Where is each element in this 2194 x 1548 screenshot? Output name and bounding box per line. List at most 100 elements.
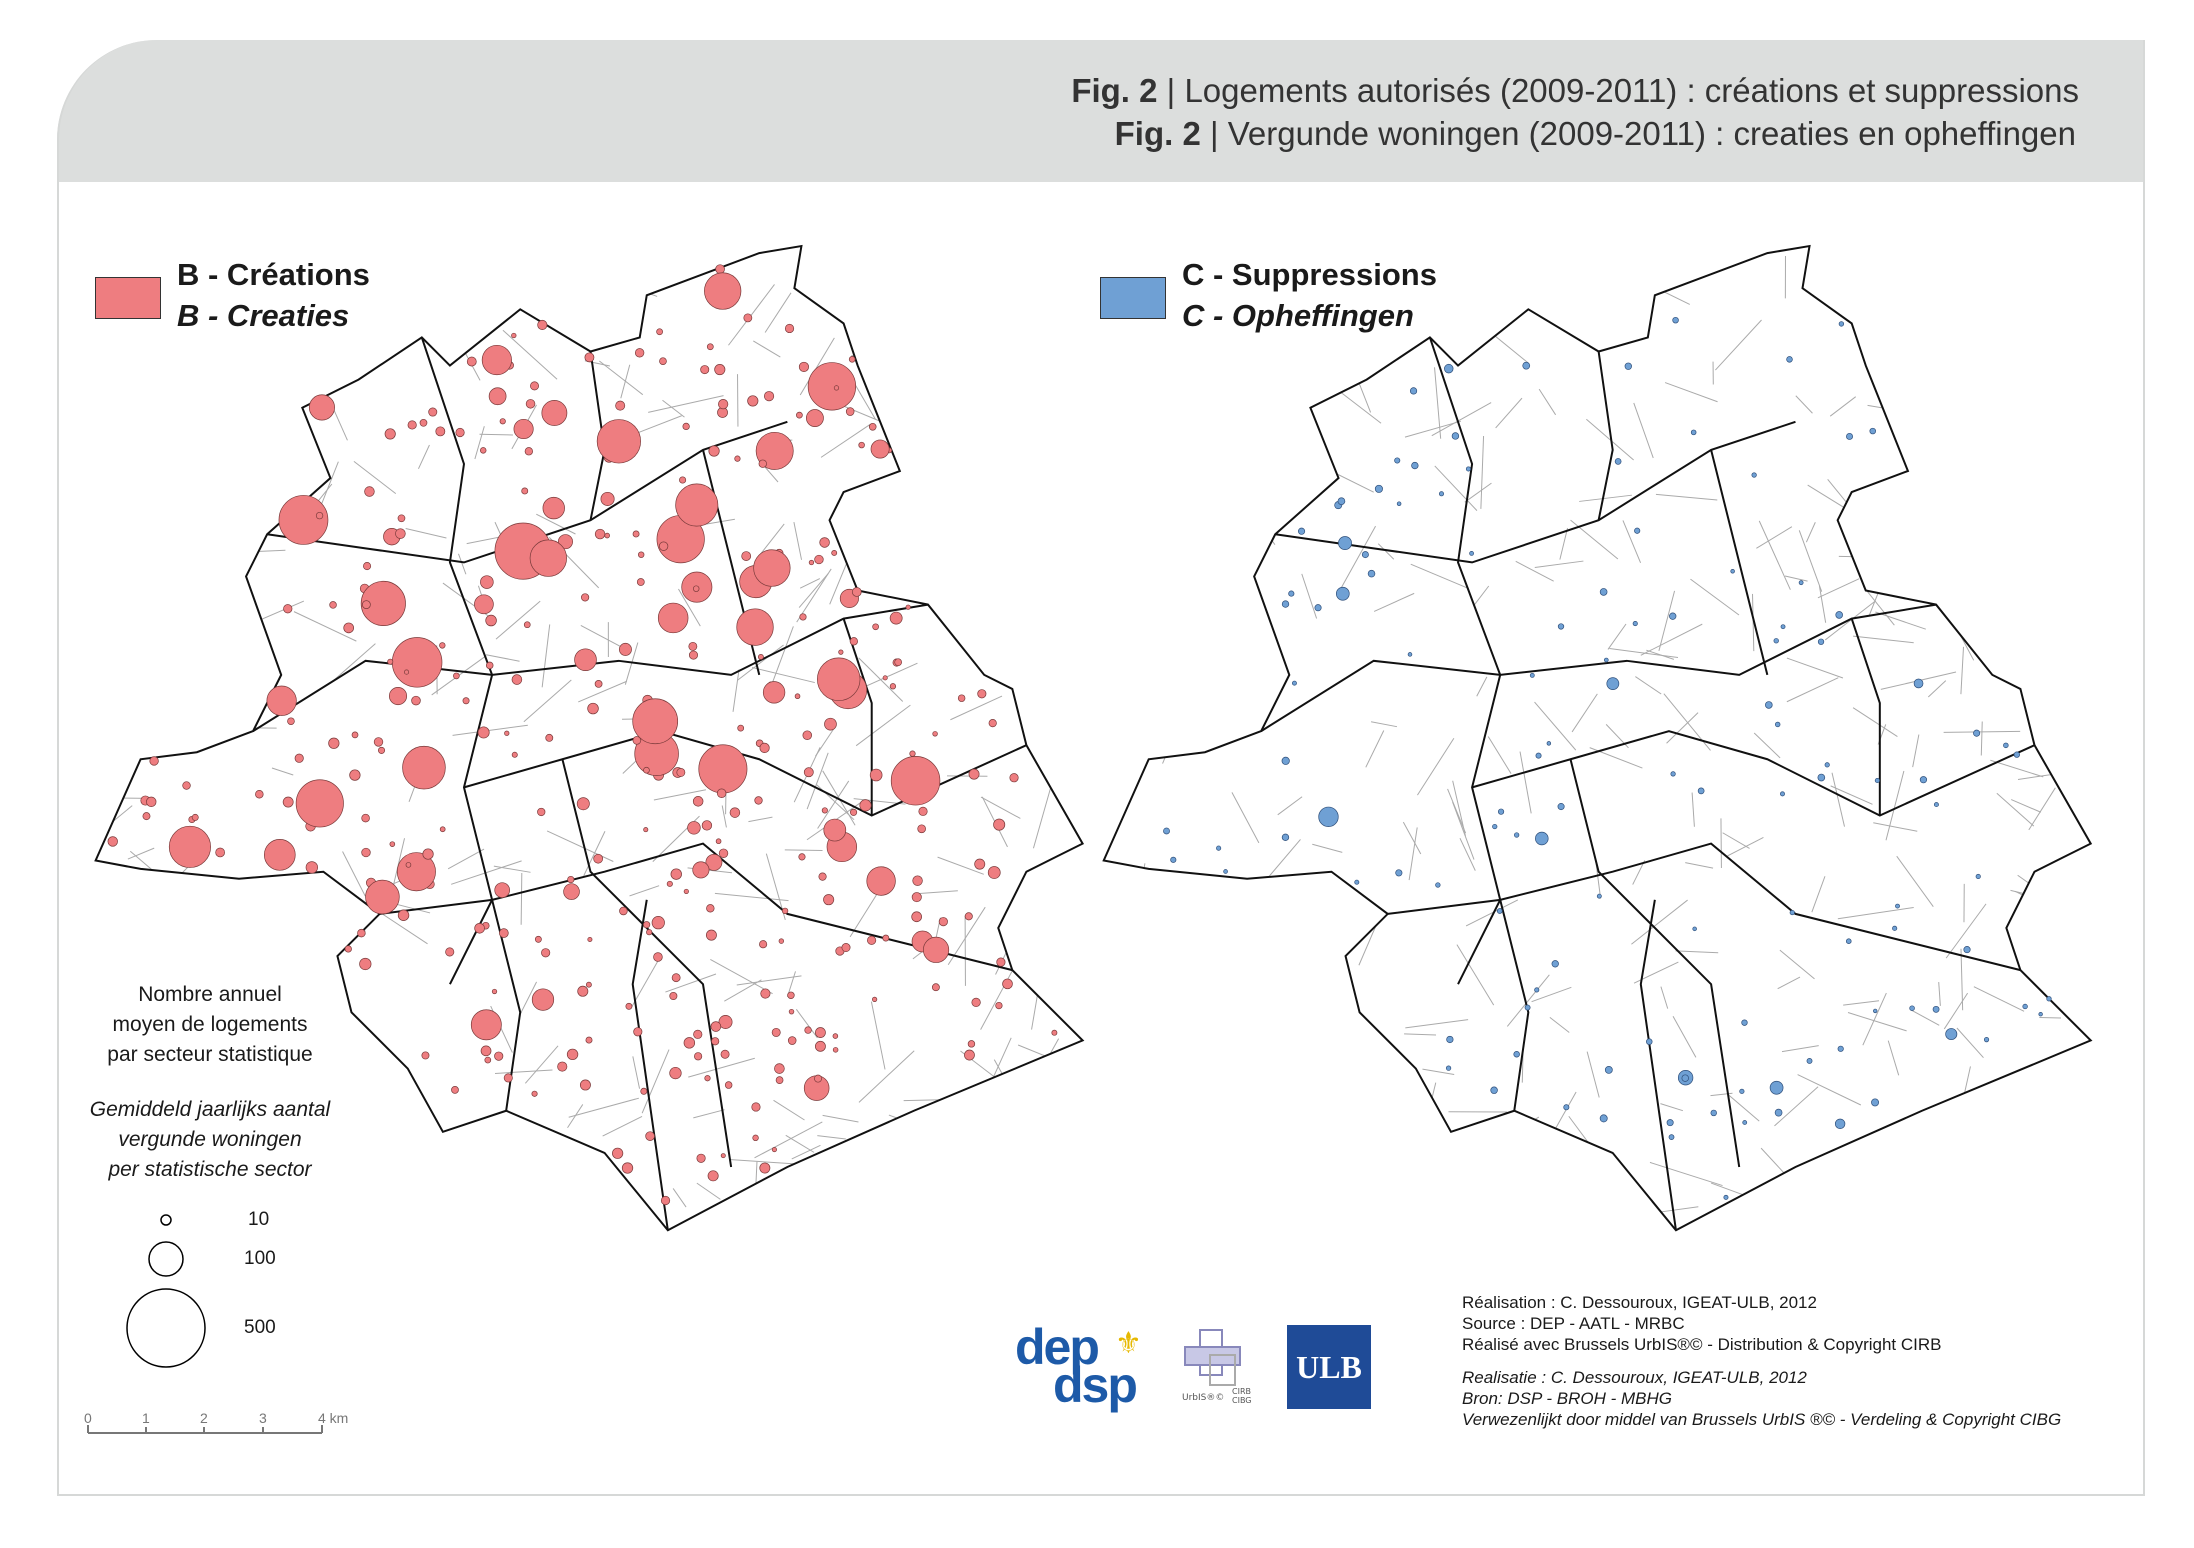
- sector-circle: [1681, 1074, 1689, 1082]
- sector-circle: [462, 697, 470, 705]
- sector-line: [830, 1199, 865, 1231]
- sector-circle: [796, 411, 803, 419]
- sector-circle: [541, 948, 551, 958]
- sector-circle: [1751, 472, 1757, 478]
- sector-circle: [823, 894, 835, 906]
- sector-line: [1910, 1009, 1940, 1026]
- sector-circle: [389, 841, 396, 847]
- sector-line: [1515, 560, 1554, 582]
- sector-line: [696, 1182, 721, 1200]
- sector-circle: [485, 661, 494, 670]
- sector-line: [1277, 1062, 1332, 1099]
- sector-line: [2071, 1099, 2091, 1136]
- sector-circle: [491, 988, 498, 995]
- sector-circle: [537, 807, 546, 817]
- sector-circle: [866, 866, 896, 896]
- sector-circle: [753, 549, 791, 587]
- commune-boundary: [1569, 758, 1741, 1168]
- sector-circle: [524, 447, 533, 456]
- sector-line: [1142, 731, 1176, 741]
- sector-circle: [1338, 536, 1352, 550]
- sector-circle: [1367, 569, 1376, 578]
- sector-circle: [1835, 611, 1843, 619]
- sector-line: [1887, 1040, 1900, 1076]
- sector-circle: [2046, 996, 2052, 1002]
- sector-line: [641, 1049, 670, 1114]
- sector-circle: [422, 848, 434, 860]
- sector-circle: [411, 695, 421, 706]
- sector-line: [1884, 1173, 1897, 1205]
- sector-line: [1000, 1106, 1037, 1113]
- sector-circle: [407, 420, 417, 430]
- sector-line: [1260, 1180, 1284, 1223]
- sector-line: [1781, 1045, 1819, 1053]
- sector-circle: [675, 483, 719, 527]
- sector-circle: [266, 685, 297, 716]
- sector-line: [1263, 839, 1301, 884]
- sector-line: [1319, 926, 1337, 947]
- sector-line: [2013, 385, 2081, 423]
- sector-line: [1996, 792, 2035, 827]
- sector-circle: [889, 611, 903, 625]
- sector-line: [458, 553, 467, 575]
- sector-line: [1242, 499, 1276, 546]
- sector-line: [1337, 525, 1377, 594]
- sector-line: [2042, 558, 2064, 567]
- sector-line: [1007, 1145, 1024, 1183]
- sector-circle: [1739, 1088, 1745, 1094]
- scale-label: 3: [259, 1410, 267, 1426]
- sector-circle: [1817, 638, 1825, 645]
- sector-line: [271, 767, 294, 776]
- sector-line: [1312, 843, 1343, 853]
- sector-line: [536, 513, 576, 535]
- sector-circle: [760, 988, 771, 999]
- sector-line: [1862, 992, 1887, 1046]
- sector-circle: [328, 737, 340, 749]
- sector-circle: [1002, 978, 1013, 990]
- sector-circle: [1337, 497, 1346, 506]
- sector-line: [1818, 585, 1827, 623]
- sector-line: [799, 337, 835, 396]
- sector-circle: [1529, 672, 1535, 678]
- sector-line: [1660, 986, 1669, 1009]
- credit-line: Realisatie : C. Dessouroux, IGEAT-ULB, 2…: [1462, 1368, 1807, 1387]
- sector-line: [1159, 1155, 1162, 1188]
- sector-circle: [1599, 588, 1608, 596]
- sector-line: [822, 1114, 859, 1123]
- sector-line: [1242, 683, 1277, 703]
- sector-circle: [305, 861, 318, 874]
- sector-line: [1301, 573, 1318, 619]
- sector-circle: [596, 419, 641, 464]
- sector-circle: [851, 587, 862, 597]
- sector-line: [1758, 520, 1791, 590]
- sector-line: [1378, 1155, 1409, 1200]
- sector-circle: [484, 1056, 492, 1064]
- sector-line: [1811, 876, 1826, 913]
- sector-line: [1867, 404, 1905, 413]
- sector-circle: [808, 559, 815, 566]
- sector-circle: [453, 672, 460, 680]
- sector-circle: [1817, 773, 1826, 782]
- scale-label: 4 km: [318, 1410, 349, 1426]
- sector-line: [1338, 1132, 1387, 1181]
- sector-line: [2038, 246, 2054, 301]
- sector-line: [1570, 519, 1619, 560]
- sector-circle: [971, 997, 981, 1008]
- sector-circle: [754, 796, 763, 805]
- sector-circle: [439, 642, 446, 649]
- fig-label: Fig. 2: [1114, 115, 1201, 152]
- sector-line: [578, 680, 628, 703]
- sector-line: [1843, 1000, 1880, 1006]
- sector-circle: [585, 981, 592, 988]
- sector-line: [1256, 461, 1331, 465]
- commune-boundary: [1710, 449, 1769, 676]
- sector-circle: [688, 650, 698, 660]
- sector-line: [1277, 796, 1303, 816]
- sector-line: [1538, 388, 1557, 416]
- sector-line: [972, 354, 1015, 416]
- sector-circle: [814, 554, 824, 565]
- sector-line: [1912, 734, 1920, 768]
- sector-circle: [693, 1029, 703, 1039]
- commune-boundary: [842, 618, 873, 816]
- sector-circle: [632, 736, 642, 745]
